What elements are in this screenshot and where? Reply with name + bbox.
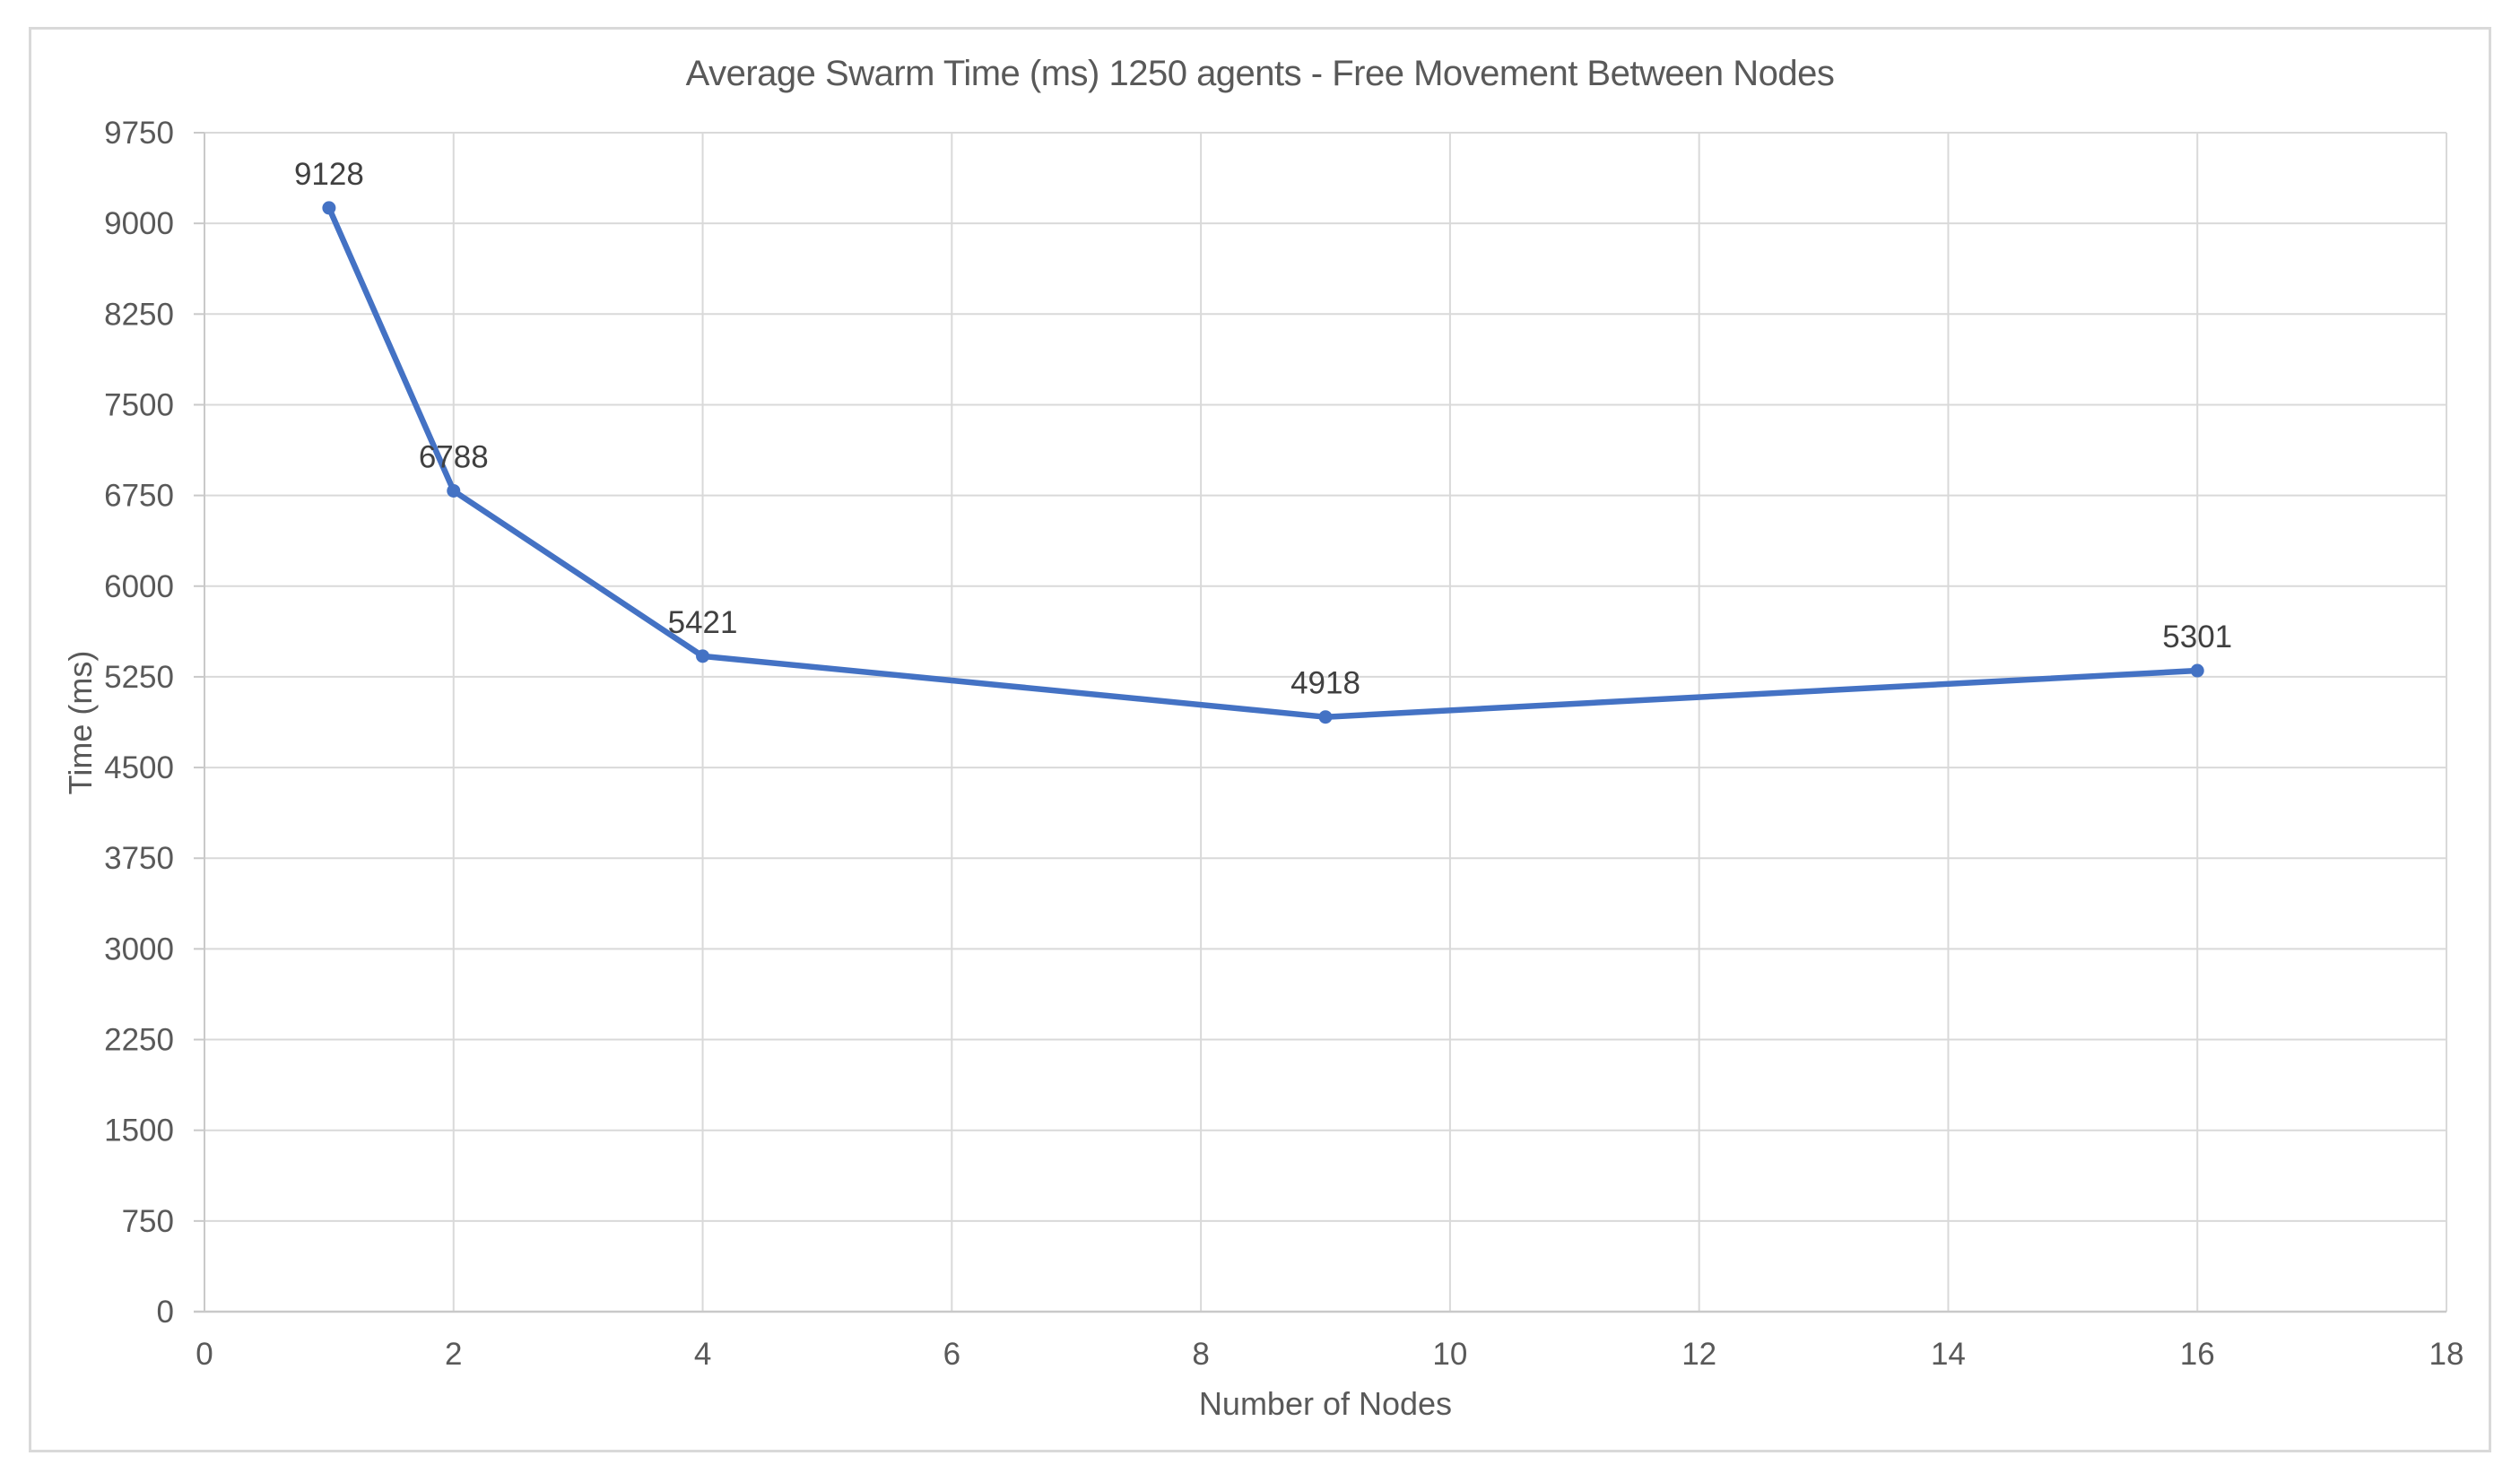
chart-title: Average Swarm Time (ms) 1250 agents - Fr… xyxy=(685,54,1835,93)
x-axis-tick-label: 12 xyxy=(1681,1337,1716,1372)
y-axis-tick-label: 0 xyxy=(157,1295,174,1330)
y-axis-tick-label: 3750 xyxy=(104,841,174,876)
y-axis-tick-label: 2250 xyxy=(104,1023,174,1058)
y-axis-tick-label: 3000 xyxy=(104,932,174,966)
x-axis-tick-label: 0 xyxy=(196,1337,213,1372)
x-axis-tick-label: 2 xyxy=(445,1337,462,1372)
y-axis-tick-label: 7500 xyxy=(104,387,174,422)
x-axis-title: Number of Nodes xyxy=(1198,1385,1453,1422)
x-axis-tick-label: 14 xyxy=(1931,1337,1966,1372)
y-axis-tick-label: 9000 xyxy=(104,206,174,241)
x-axis-tick-label: 4 xyxy=(694,1337,711,1372)
x-axis-tick-label: 10 xyxy=(1432,1337,1467,1372)
y-axis-tick-label: 9750 xyxy=(104,116,174,151)
x-axis-tick-label: 18 xyxy=(2429,1337,2464,1372)
data-point-label: 6788 xyxy=(419,439,489,474)
data-point-label: 9128 xyxy=(294,157,364,192)
data-point-marker xyxy=(447,483,461,498)
data-point-label: 4918 xyxy=(1290,666,1360,701)
data-point-marker xyxy=(696,649,710,663)
y-axis-tick-label: 5250 xyxy=(104,660,174,695)
x-axis-tick-label: 16 xyxy=(2180,1337,2215,1372)
series-line xyxy=(326,204,2201,720)
data-point-marker xyxy=(322,201,336,215)
data-point-label: 5421 xyxy=(668,605,738,640)
data-point-marker xyxy=(2190,663,2204,678)
data-point-label: 5301 xyxy=(2162,620,2232,654)
chart-frame xyxy=(29,27,2491,1452)
y-axis-tick-label: 6750 xyxy=(104,479,174,514)
y-axis-tick-label: 4500 xyxy=(104,750,174,785)
data-point-marker xyxy=(1318,710,1333,724)
y-axis-tick-label: 8250 xyxy=(104,297,174,332)
x-axis-tick-label: 8 xyxy=(1192,1337,1209,1372)
y-axis-title: Time (ms) xyxy=(62,650,99,795)
y-axis-tick-label: 1500 xyxy=(104,1114,174,1148)
y-axis-tick-label: 750 xyxy=(122,1204,174,1239)
y-axis-tick-label: 6000 xyxy=(104,569,174,604)
x-axis-tick-label: 6 xyxy=(943,1337,960,1372)
